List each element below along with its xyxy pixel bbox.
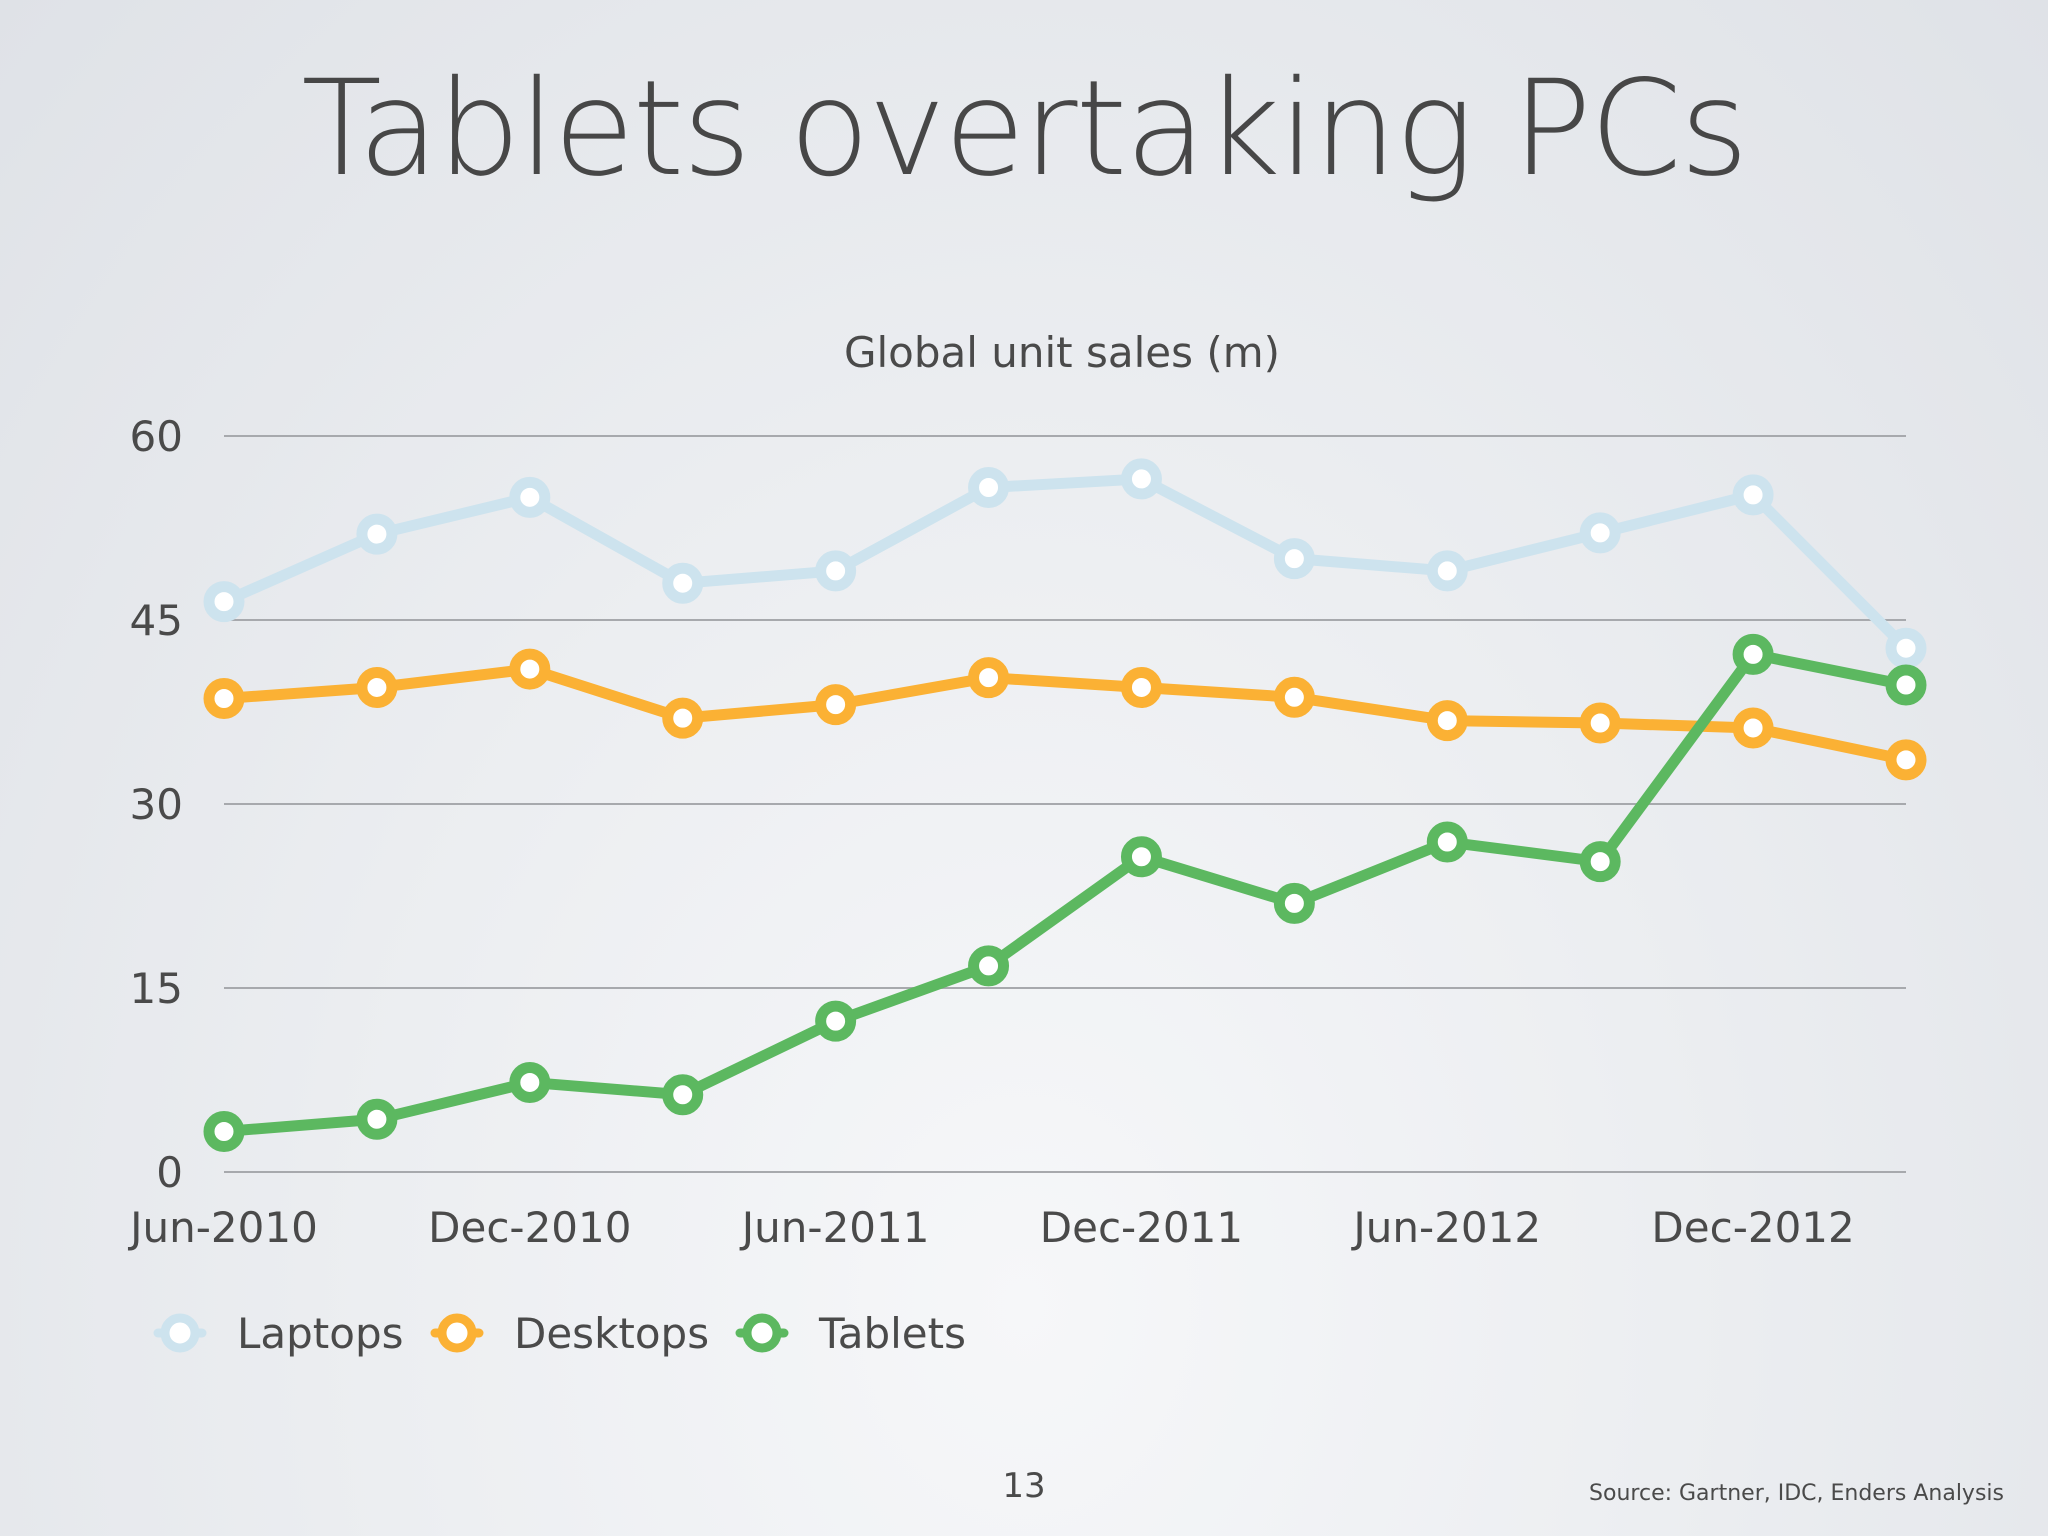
slide-title: Tablets overtaking PCs <box>301 52 1748 206</box>
series-tablets <box>203 633 1927 1153</box>
desktops-point <box>356 666 398 708</box>
tablets-line <box>218 648 1912 1138</box>
legend-item-desktops: Desktops <box>430 1309 709 1358</box>
x-tick-label: Dec-2012 <box>1651 1203 1854 1252</box>
chart-title: Global unit sales (m) <box>844 328 1280 377</box>
desktops-point <box>1732 707 1774 749</box>
tablets-point <box>1120 836 1162 878</box>
laptops-legend-marker <box>160 1313 200 1353</box>
laptops-point <box>1885 627 1927 669</box>
y-axis-tick-labels: 0 15 30 45 60 <box>130 412 183 1197</box>
desktops-point <box>968 657 1010 699</box>
tablets-point <box>815 1000 857 1042</box>
x-tick-label: Jun-2012 <box>1350 1203 1541 1252</box>
laptops-point <box>968 467 1010 509</box>
x-tick-label: Dec-2011 <box>1040 1203 1243 1252</box>
laptops-point <box>1273 538 1315 580</box>
laptops-point <box>1426 550 1468 592</box>
source-note: Source: Gartner, IDC, Enders Analysis <box>1589 1481 2004 1506</box>
legend-label: Tablets <box>818 1309 966 1358</box>
legend-label: Desktops <box>514 1309 709 1358</box>
x-tick-label: Jun-2010 <box>127 1203 318 1252</box>
tablets-point <box>356 1098 398 1140</box>
x-axis-tick-labels: Jun-2010 Dec-2010 Jun-2011 Dec-2011 Jun-2012… <box>127 1203 1855 1252</box>
laptops-point <box>509 476 551 518</box>
tablets-point <box>203 1111 245 1153</box>
tablets-point <box>1885 664 1927 706</box>
laptops-line <box>218 473 1912 654</box>
laptops-point <box>1579 512 1621 554</box>
tablets-point <box>1732 633 1774 675</box>
gridlines <box>224 435 1906 1173</box>
tablets-point <box>1426 821 1468 863</box>
desktops-point <box>1579 702 1621 744</box>
tablets-legend-marker <box>742 1313 782 1353</box>
series-desktops <box>203 648 1927 781</box>
laptops-point <box>1120 458 1162 500</box>
legend: Laptops Desktops Tablets <box>153 1309 966 1358</box>
tablets-point <box>1273 882 1315 924</box>
tablets-point <box>509 1061 551 1103</box>
y-tick-label: 0 <box>156 1148 183 1197</box>
desktops-legend-marker <box>437 1313 477 1353</box>
series-laptops <box>203 458 1927 669</box>
laptops-point <box>662 562 704 604</box>
y-tick-label: 30 <box>130 780 183 829</box>
desktops-point <box>662 697 704 739</box>
laptops-point <box>815 550 857 592</box>
desktops-line <box>218 663 1912 766</box>
y-tick-label: 60 <box>130 412 183 461</box>
tablets-point <box>1579 841 1621 883</box>
desktops-point <box>815 684 857 726</box>
legend-label: Laptops <box>237 1309 404 1358</box>
desktops-point <box>203 678 245 720</box>
tablets-point <box>968 945 1010 987</box>
tablets-point <box>662 1074 704 1116</box>
desktops-point <box>1120 666 1162 708</box>
desktops-point <box>1426 700 1468 742</box>
legend-item-tablets: Tablets <box>735 1309 966 1358</box>
series-group <box>203 458 1927 1153</box>
x-tick-label: Jun-2011 <box>739 1203 930 1252</box>
desktops-point <box>509 648 551 690</box>
desktops-point <box>1273 676 1315 718</box>
laptops-point <box>356 513 398 555</box>
x-tick-label: Dec-2010 <box>428 1203 631 1252</box>
laptops-point <box>203 581 245 623</box>
y-tick-label: 15 <box>130 964 183 1013</box>
desktops-point <box>1885 739 1927 781</box>
y-tick-label: 45 <box>130 596 183 645</box>
laptops-point <box>1732 474 1774 516</box>
page-number: 13 <box>1002 1466 1046 1506</box>
legend-item-laptops: Laptops <box>153 1309 404 1358</box>
